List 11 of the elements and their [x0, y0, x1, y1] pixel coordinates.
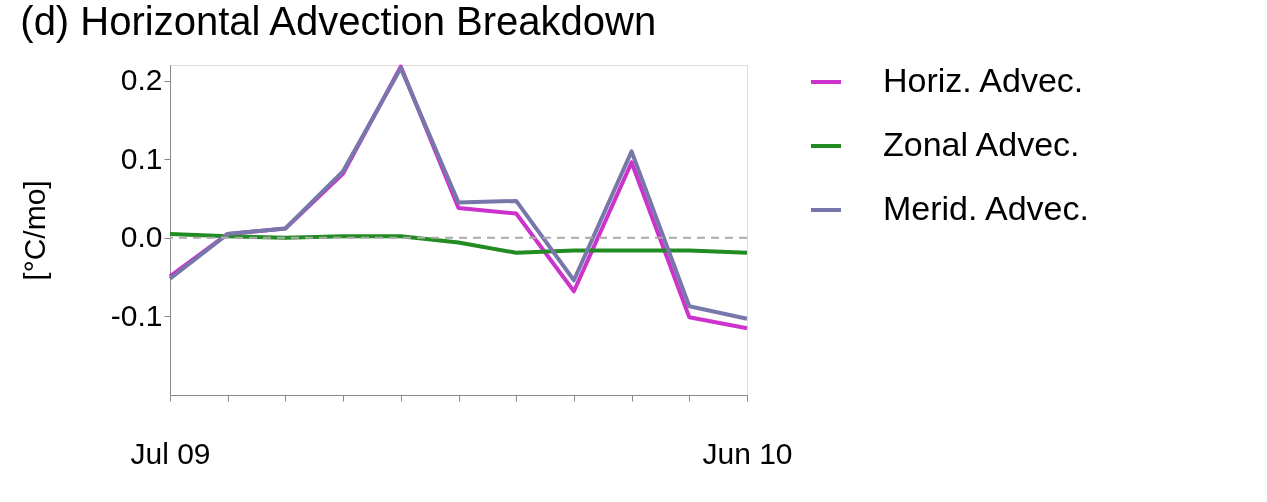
chart-title: (d) Horizontal Advection Breakdown [20, 0, 657, 43]
y-axis-title: [°C/mo] [17, 180, 51, 281]
legend-label: Horiz. Advec. [883, 61, 1084, 99]
legend-label: Merid. Advec. [883, 189, 1089, 227]
y-tick-label: -0.1 [110, 298, 163, 332]
x-tick-label: Jul 09 [130, 436, 211, 470]
y-tick-label: 0.0 [120, 220, 163, 254]
legend-label: Zonal Advec. [883, 125, 1080, 163]
x-tick-label: Jun 10 [702, 436, 793, 470]
y-tick-label: 0.2 [120, 63, 163, 97]
y-tick-label: 0.1 [120, 141, 163, 175]
